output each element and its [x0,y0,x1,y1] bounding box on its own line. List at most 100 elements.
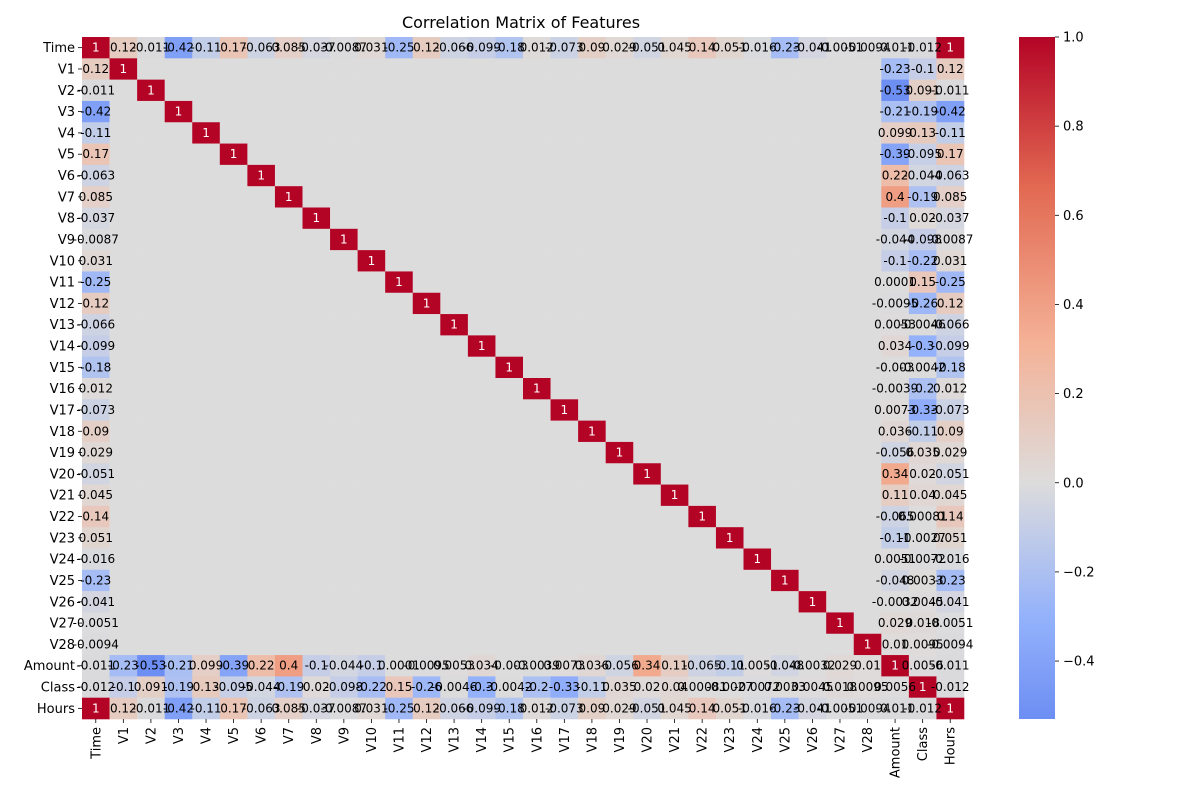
heatmap-cell [247,122,276,144]
heatmap-cell [109,100,138,123]
heatmap-cell [247,335,276,357]
heatmap-cell [412,697,441,720]
x-tick-label: V5 [227,727,242,744]
heatmap-cell [743,356,772,379]
heatmap-cell [412,420,441,443]
cell-value-label: -0.39 [218,659,249,673]
heatmap-cell [467,505,496,528]
heatmap-cell [715,58,744,80]
heatmap-cell [936,58,965,80]
y-tick-label: V27 [50,617,75,632]
heatmap-cell [771,548,799,571]
heatmap-cell [798,420,827,443]
cell-value-label: -0.0042 [486,680,532,694]
cell-value-label: -0.041 [793,41,832,55]
cell-value-label: -0.099 [462,41,501,55]
heatmap-cell [550,420,579,443]
heatmap-cell [330,655,358,677]
heatmap-cell [357,58,386,80]
heatmap-cell [771,122,799,144]
heatmap-cell [798,228,827,251]
heatmap-cell [936,186,965,208]
heatmap-cell [219,505,248,528]
cell-value-label: 0.0001 [378,659,420,673]
heatmap-cell [743,612,772,635]
heatmap-cell [936,314,965,336]
heatmap-cell [357,186,386,208]
cell-value-label: 0.34 [882,467,909,481]
heatmap-cell [219,655,248,677]
heatmap-cell [330,356,358,379]
heatmap-cell [137,37,165,59]
heatmap-cell [550,143,579,166]
heatmap-cell [771,314,799,336]
cell-value-label: -0.11 [880,531,911,545]
x-tick-label: V21 [668,727,683,752]
heatmap-cell [357,569,386,592]
heatmap-cell [798,505,827,528]
heatmap-cell [357,228,386,251]
heatmap-cell [274,186,303,208]
heatmap-cell [330,335,358,357]
heatmap-cell [578,100,606,123]
heatmap-cell [550,569,579,592]
heatmap-cell [715,122,744,144]
heatmap-cell [192,271,221,294]
cell-value-label: -0.041 [931,595,970,609]
heatmap-cell [440,399,469,421]
heatmap-cell [357,79,386,102]
cell-value-label: 0.031 [933,254,967,268]
cell-value-label: -0.0095 [872,296,918,310]
cell-value-label: 0.031 [354,41,388,55]
y-tick-label: V22 [50,510,75,525]
heatmap-cell [192,79,221,102]
heatmap-cell [936,271,965,294]
heatmap-cell [137,378,165,400]
heatmap-cell [798,122,827,144]
cell-value-label: -0.0094 [73,637,119,651]
heatmap-cell [302,399,331,421]
heatmap-cell [467,569,496,592]
heatmap-cell [660,676,689,698]
heatmap-cell [798,207,827,230]
heatmap-cell [274,633,303,656]
heatmap-cell [247,441,276,464]
heatmap-cell [715,420,744,443]
cell-value-label: -0.0051 [817,701,863,715]
heatmap-cell [357,250,386,272]
heatmap-cell [605,356,634,379]
heatmap-cell [495,463,524,485]
heatmap-cell [936,207,965,230]
cell-value-label: -0.011 [132,41,171,55]
x-tick-label: V28 [861,727,876,752]
heatmap-cell [881,655,910,677]
heatmap-cell [192,548,221,571]
heatmap-cell [137,356,165,379]
heatmap-cell [550,207,579,230]
heatmap-cell [164,612,193,635]
cell-value-label: 0.0053 [433,659,475,673]
heatmap-cell [274,548,303,571]
heatmap-cell [798,79,827,102]
cell-value-label: -0.2 [525,680,548,694]
heatmap-cell [633,463,662,485]
heatmap-cell [302,250,331,272]
heatmap-cell [826,441,855,464]
heatmap-cell [137,314,165,336]
heatmap-cell [578,122,606,144]
heatmap-cell [688,164,717,187]
heatmap-cell [660,441,689,464]
heatmap-cell [302,207,331,230]
heatmap-cell [82,335,110,357]
heatmap-cell [743,633,772,656]
heatmap-cell [578,79,606,102]
heatmap-cell [853,335,882,357]
heatmap-cell [908,314,937,336]
heatmap-cell [247,250,276,272]
heatmap-cell [330,463,358,485]
x-tick-label: Hours [944,727,959,765]
cell-value-label: 0.085 [272,41,306,55]
heatmap-cell [908,79,937,102]
heatmap-cell [908,484,937,507]
heatmap-cell [550,633,579,656]
